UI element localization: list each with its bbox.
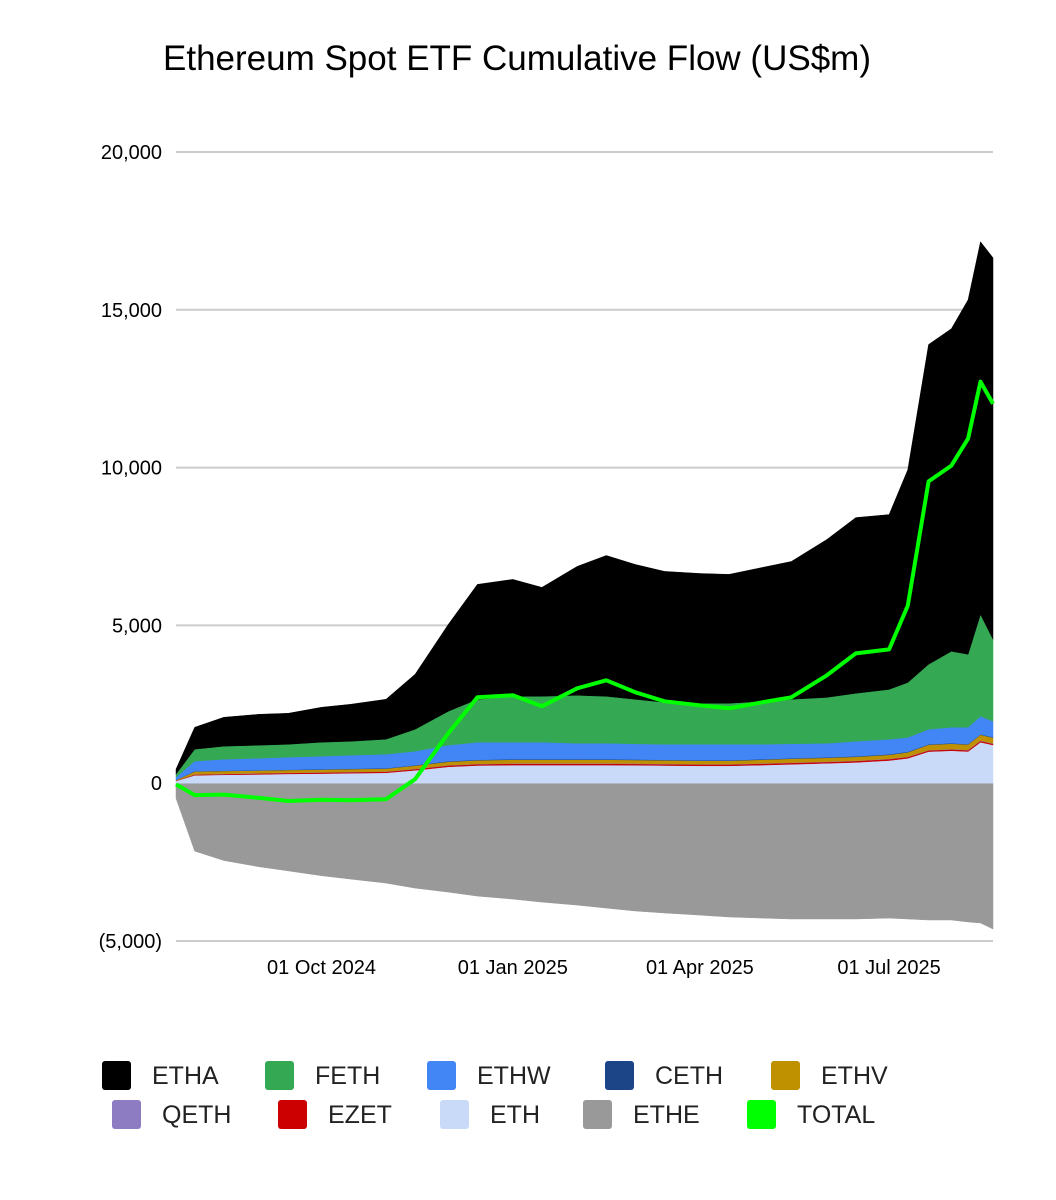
legend-label: ETHE [633, 1101, 700, 1129]
x-tick-label: 01 Apr 2025 [646, 957, 754, 979]
line-total [175, 379, 995, 803]
legend-swatch [440, 1100, 469, 1129]
legend-label: TOTAL [797, 1101, 875, 1129]
legend-item-eth: ETH [440, 1100, 540, 1129]
legend-item-ethv: ETHV [771, 1061, 888, 1090]
x-axis-ticks: 01 Oct 2024 01 Jan 2025 01 Apr 2025 01 Jul … [267, 957, 941, 979]
y-axis-ticks: 20,000 15,000 10,000 5,000 0 (5,000) [99, 142, 162, 953]
legend: ETHA FETH ETHW CETH ETHV QETH EZET ETH ETHE TOTAL [102, 1061, 888, 1129]
legend-swatch [265, 1061, 294, 1090]
legend-swatch [278, 1100, 307, 1129]
x-tick-label: 01 Oct 2024 [267, 957, 376, 979]
legend-item-ethw: ETHW [427, 1061, 551, 1090]
y-tick-label: 5,000 [112, 615, 162, 637]
legend-item-ethe: ETHE [583, 1100, 700, 1129]
x-tick-label: 01 Jul 2025 [837, 957, 940, 979]
legend-item-ceth: CETH [605, 1061, 723, 1090]
legend-swatch [747, 1100, 776, 1129]
legend-label: QETH [162, 1101, 231, 1129]
y-tick-label: (5,000) [99, 931, 162, 953]
legend-item-ezet: EZET [278, 1100, 392, 1129]
y-tick-label: 15,000 [101, 300, 162, 322]
y-tick-label: 0 [151, 773, 162, 795]
legend-label: ETHV [821, 1062, 888, 1090]
legend-swatch [771, 1061, 800, 1090]
legend-swatch [605, 1061, 634, 1090]
legend-label: ETHA [152, 1062, 219, 1090]
area-ethe [175, 782, 994, 930]
legend-swatch [583, 1100, 612, 1129]
legend-swatch [102, 1061, 131, 1090]
legend-swatch [112, 1100, 141, 1129]
area-etha [175, 241, 994, 775]
chart-title: Ethereum Spot ETF Cumulative Flow (US$m) [163, 39, 871, 78]
legend-label: EZET [328, 1101, 392, 1129]
legend-swatch [427, 1061, 456, 1090]
legend-item-qeth: QETH [112, 1100, 231, 1129]
legend-label: ETH [490, 1101, 540, 1129]
legend-label: CETH [655, 1062, 723, 1090]
legend-item-feth: FETH [265, 1061, 380, 1090]
series-areas [175, 241, 994, 930]
x-tick-label: 01 Jan 2025 [458, 957, 568, 979]
legend-label: FETH [315, 1062, 380, 1090]
y-tick-label: 20,000 [101, 142, 162, 164]
series-lines [175, 379, 995, 803]
legend-label: ETHW [477, 1062, 551, 1090]
legend-item-total: TOTAL [747, 1100, 875, 1129]
y-tick-label: 10,000 [101, 458, 162, 480]
legend-item-etha: ETHA [102, 1061, 219, 1090]
